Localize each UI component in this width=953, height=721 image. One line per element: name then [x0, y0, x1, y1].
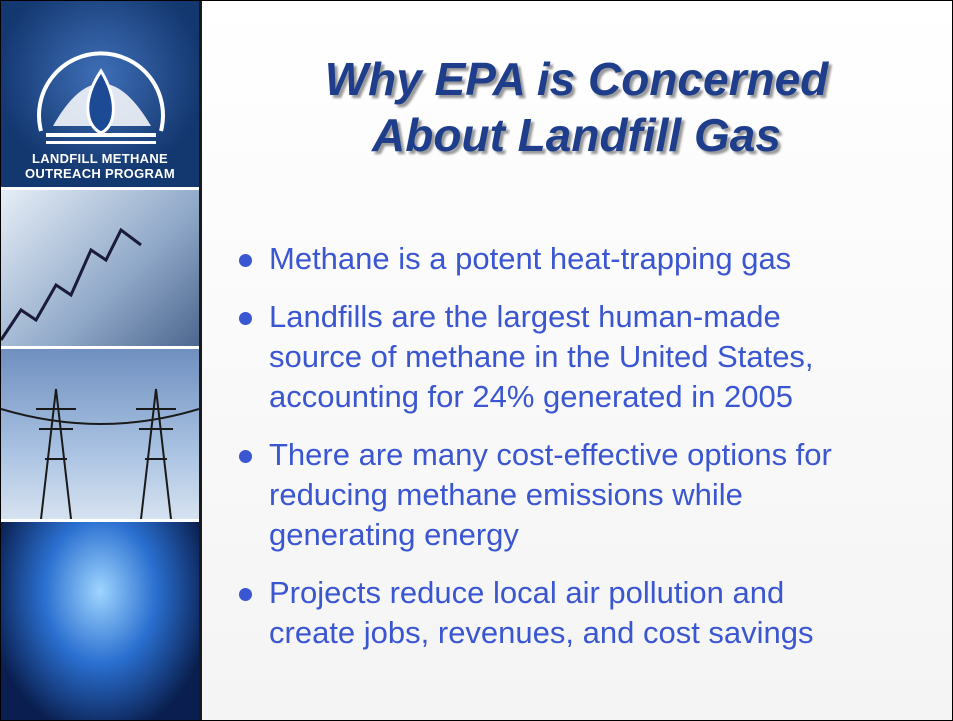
bullet: Methane is a potent heat-trapping gas: [233, 239, 832, 279]
bullet-line: Projects reduce local air pollution and: [269, 575, 785, 610]
image-strip: LANDFILL METHANE OUTREACH PROGRAM: [1, 1, 202, 720]
towers-graphic: [1, 388, 199, 519]
bullet-line: reducing methane emissions while: [269, 477, 743, 512]
bullet-list: Methane is a potent heat-trapping gas Lan…: [233, 239, 832, 671]
bullet: Landfills are the largest human-made sour…: [233, 297, 832, 417]
bullet-line: accounting for 24% generated in 2005: [269, 379, 793, 414]
bullet: There are many cost-effective options fo…: [233, 435, 832, 555]
bullet-line: Landfills are the largest human-made: [269, 299, 781, 334]
slide-title: Why EPA is Concerned About Landfill Gas: [201, 51, 952, 163]
bullet-line: generating energy: [269, 517, 519, 552]
logo: LANDFILL METHANE OUTREACH PROGRAM: [1, 1, 199, 190]
logo-line: LANDFILL METHANE: [32, 151, 168, 166]
bullet-line: Methane is a potent heat-trapping gas: [269, 241, 792, 276]
bullet-line: source of methane in the United States,: [269, 339, 814, 374]
photo-towers: [1, 349, 199, 522]
chart-graphic: [1, 227, 142, 341]
bullet: Projects reduce local air pollution and c…: [233, 573, 832, 653]
logo-line: OUTREACH PROGRAM: [25, 166, 175, 181]
title-line: Why EPA is Concerned: [324, 53, 829, 105]
bullet-line: create jobs, revenues, and cost savings: [269, 615, 814, 650]
title-line: About Landfill Gas: [372, 109, 781, 161]
bullet-line: There are many cost-effective options fo…: [269, 437, 832, 472]
photo-chart: [1, 190, 199, 349]
logo-graphic: [37, 51, 165, 144]
photo-flame: [1, 522, 199, 720]
